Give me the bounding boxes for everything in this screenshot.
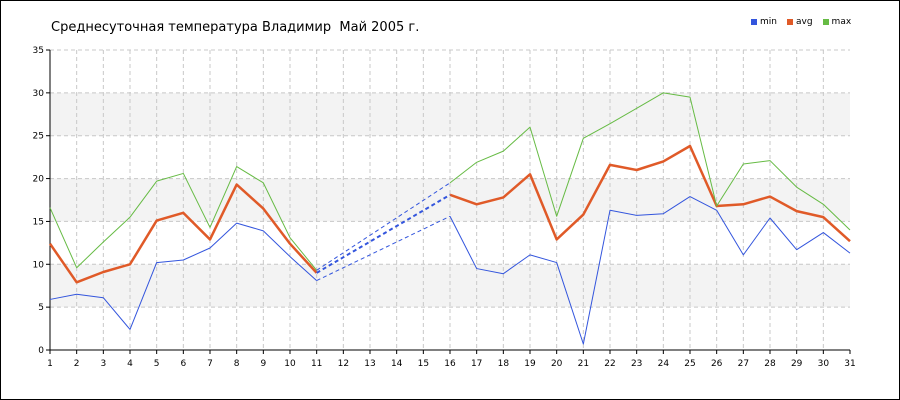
legend-swatch-avg — [786, 19, 793, 25]
y-tick-label: 5 — [38, 303, 44, 313]
series-line-max — [449, 92, 851, 231]
x-tick-label: 11 — [311, 359, 322, 369]
legend-label-max: max — [831, 17, 852, 27]
x-tick-label: 12 — [338, 359, 349, 369]
legend-label-avg: avg — [795, 17, 813, 27]
x-tick-label: 24 — [658, 359, 670, 369]
legend-swatch-max — [822, 19, 829, 25]
legend-swatch-min — [751, 19, 757, 25]
x-tick-label: 10 — [284, 359, 296, 369]
y-tick-label: 20 — [33, 175, 45, 185]
x-tick-label: 1 — [47, 359, 53, 369]
x-tick-label: 3 — [100, 359, 106, 369]
x-tick-label: 17 — [471, 359, 482, 369]
x-tick-label: 27 — [738, 359, 749, 369]
x-tick-label: 13 — [364, 359, 375, 369]
x-tick-label: 26 — [711, 359, 723, 369]
gap-bridge-avg — [316, 193, 451, 274]
legend-item-max: max — [822, 17, 852, 27]
y-tick-label: 25 — [33, 132, 44, 142]
x-tick-label: 8 — [234, 359, 240, 369]
x-tick-label: 2 — [74, 359, 80, 369]
x-tick-label: 20 — [551, 359, 563, 369]
x-tick-label: 25 — [684, 359, 695, 369]
legend-label-min: min — [760, 17, 777, 27]
y-tick-label: 0 — [38, 346, 44, 356]
y-tick-label: 10 — [33, 260, 45, 270]
x-tick-label: 23 — [631, 359, 642, 369]
series-line-min — [49, 222, 318, 330]
x-tick-label: 9 — [260, 359, 266, 369]
x-tick-label: 31 — [844, 359, 855, 369]
gap-bridge-min — [316, 215, 451, 282]
x-tick-label: 21 — [578, 359, 589, 369]
x-tick-label: 18 — [498, 359, 510, 369]
legend-item-avg: avg — [786, 17, 813, 27]
y-tick-label: 30 — [33, 89, 45, 99]
chart-title: Среднесуточная температура Владимир Май … — [51, 20, 420, 35]
x-tick-label: 14 — [391, 359, 403, 369]
series-line-avg — [48, 183, 318, 284]
x-tick-label: 15 — [418, 359, 429, 369]
x-tick-label: 6 — [180, 359, 186, 369]
series-line-min — [449, 196, 851, 345]
legend-item-min: min — [751, 17, 777, 27]
x-tick-label: 5 — [154, 359, 160, 369]
x-tick-label: 19 — [524, 359, 536, 369]
legend: min avg max — [751, 17, 851, 27]
x-tick-label: 29 — [791, 359, 803, 369]
gap-bridge-max — [316, 182, 451, 271]
x-tick-label: 7 — [207, 359, 213, 369]
series-line-max — [49, 166, 318, 271]
y-tick-label: 15 — [33, 217, 44, 227]
y-tick-label: 35 — [33, 46, 44, 56]
grid-band — [50, 264, 850, 308]
x-tick-label: 22 — [604, 359, 615, 369]
x-tick-label: 30 — [818, 359, 830, 369]
x-tick-label: 28 — [764, 359, 776, 369]
x-tick-label: 16 — [444, 359, 456, 369]
series-line-avg — [449, 144, 851, 243]
x-tick-label: 4 — [127, 359, 133, 369]
